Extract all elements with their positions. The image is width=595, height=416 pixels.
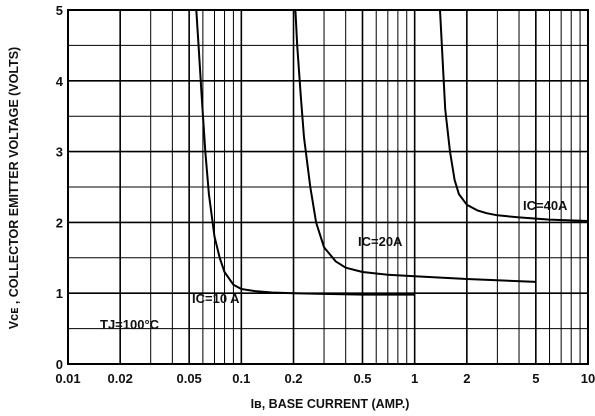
x-axis-label: Iʙ, BASE CURRENT (AMP.) bbox=[251, 397, 410, 411]
series-line-2 bbox=[294, 9, 536, 283]
y-axis-label: Vᴄᴇ , COLLECTOR EMITTER VOLTAGE (VOLTS) bbox=[7, 47, 21, 329]
x-tick-label: 0.5 bbox=[353, 371, 371, 386]
series-label-3: IC=40A bbox=[523, 198, 568, 213]
y-tick-label: 0 bbox=[56, 357, 63, 372]
x-tick-label: 2 bbox=[463, 371, 470, 386]
y-tick-label: 1 bbox=[56, 286, 63, 301]
series-label-1: IC=10 A bbox=[192, 291, 240, 306]
x-tick-label: 0.2 bbox=[284, 371, 302, 386]
y-tick-label: 5 bbox=[56, 3, 63, 18]
x-tick-label: 0.1 bbox=[232, 371, 250, 386]
y-tick-label: 4 bbox=[56, 74, 64, 89]
y-tick-label: 3 bbox=[56, 145, 63, 160]
curves: IC=10 A IC=20A IC=40A bbox=[192, 9, 589, 306]
grid-major bbox=[68, 10, 588, 364]
x-tick-label: 1 bbox=[411, 371, 418, 386]
series-line-1 bbox=[195, 9, 415, 296]
y-tick-label: 2 bbox=[56, 215, 63, 230]
x-tick-label: 10 bbox=[581, 371, 595, 386]
annotation-temperature: TJ=100°C bbox=[100, 317, 160, 332]
labels: Iʙ, BASE CURRENT (AMP.) Vᴄᴇ , COLLECTOR … bbox=[7, 47, 409, 411]
x-tick-label: 0.02 bbox=[108, 371, 133, 386]
x-tick-labels: 0.01 0.02 0.05 0.1 0.2 0.5 1 2 5 10 bbox=[55, 371, 595, 386]
series-line-3 bbox=[439, 9, 589, 222]
x-tick-label: 0.05 bbox=[176, 371, 201, 386]
plot-frame bbox=[67, 9, 589, 365]
series-label-2: IC=20A bbox=[358, 234, 403, 249]
x-tick-label: 5 bbox=[532, 371, 539, 386]
y-tick-labels: 0 1 2 3 4 5 bbox=[56, 3, 64, 372]
grid-minor bbox=[68, 10, 588, 364]
x-tick-label: 0.01 bbox=[55, 371, 80, 386]
